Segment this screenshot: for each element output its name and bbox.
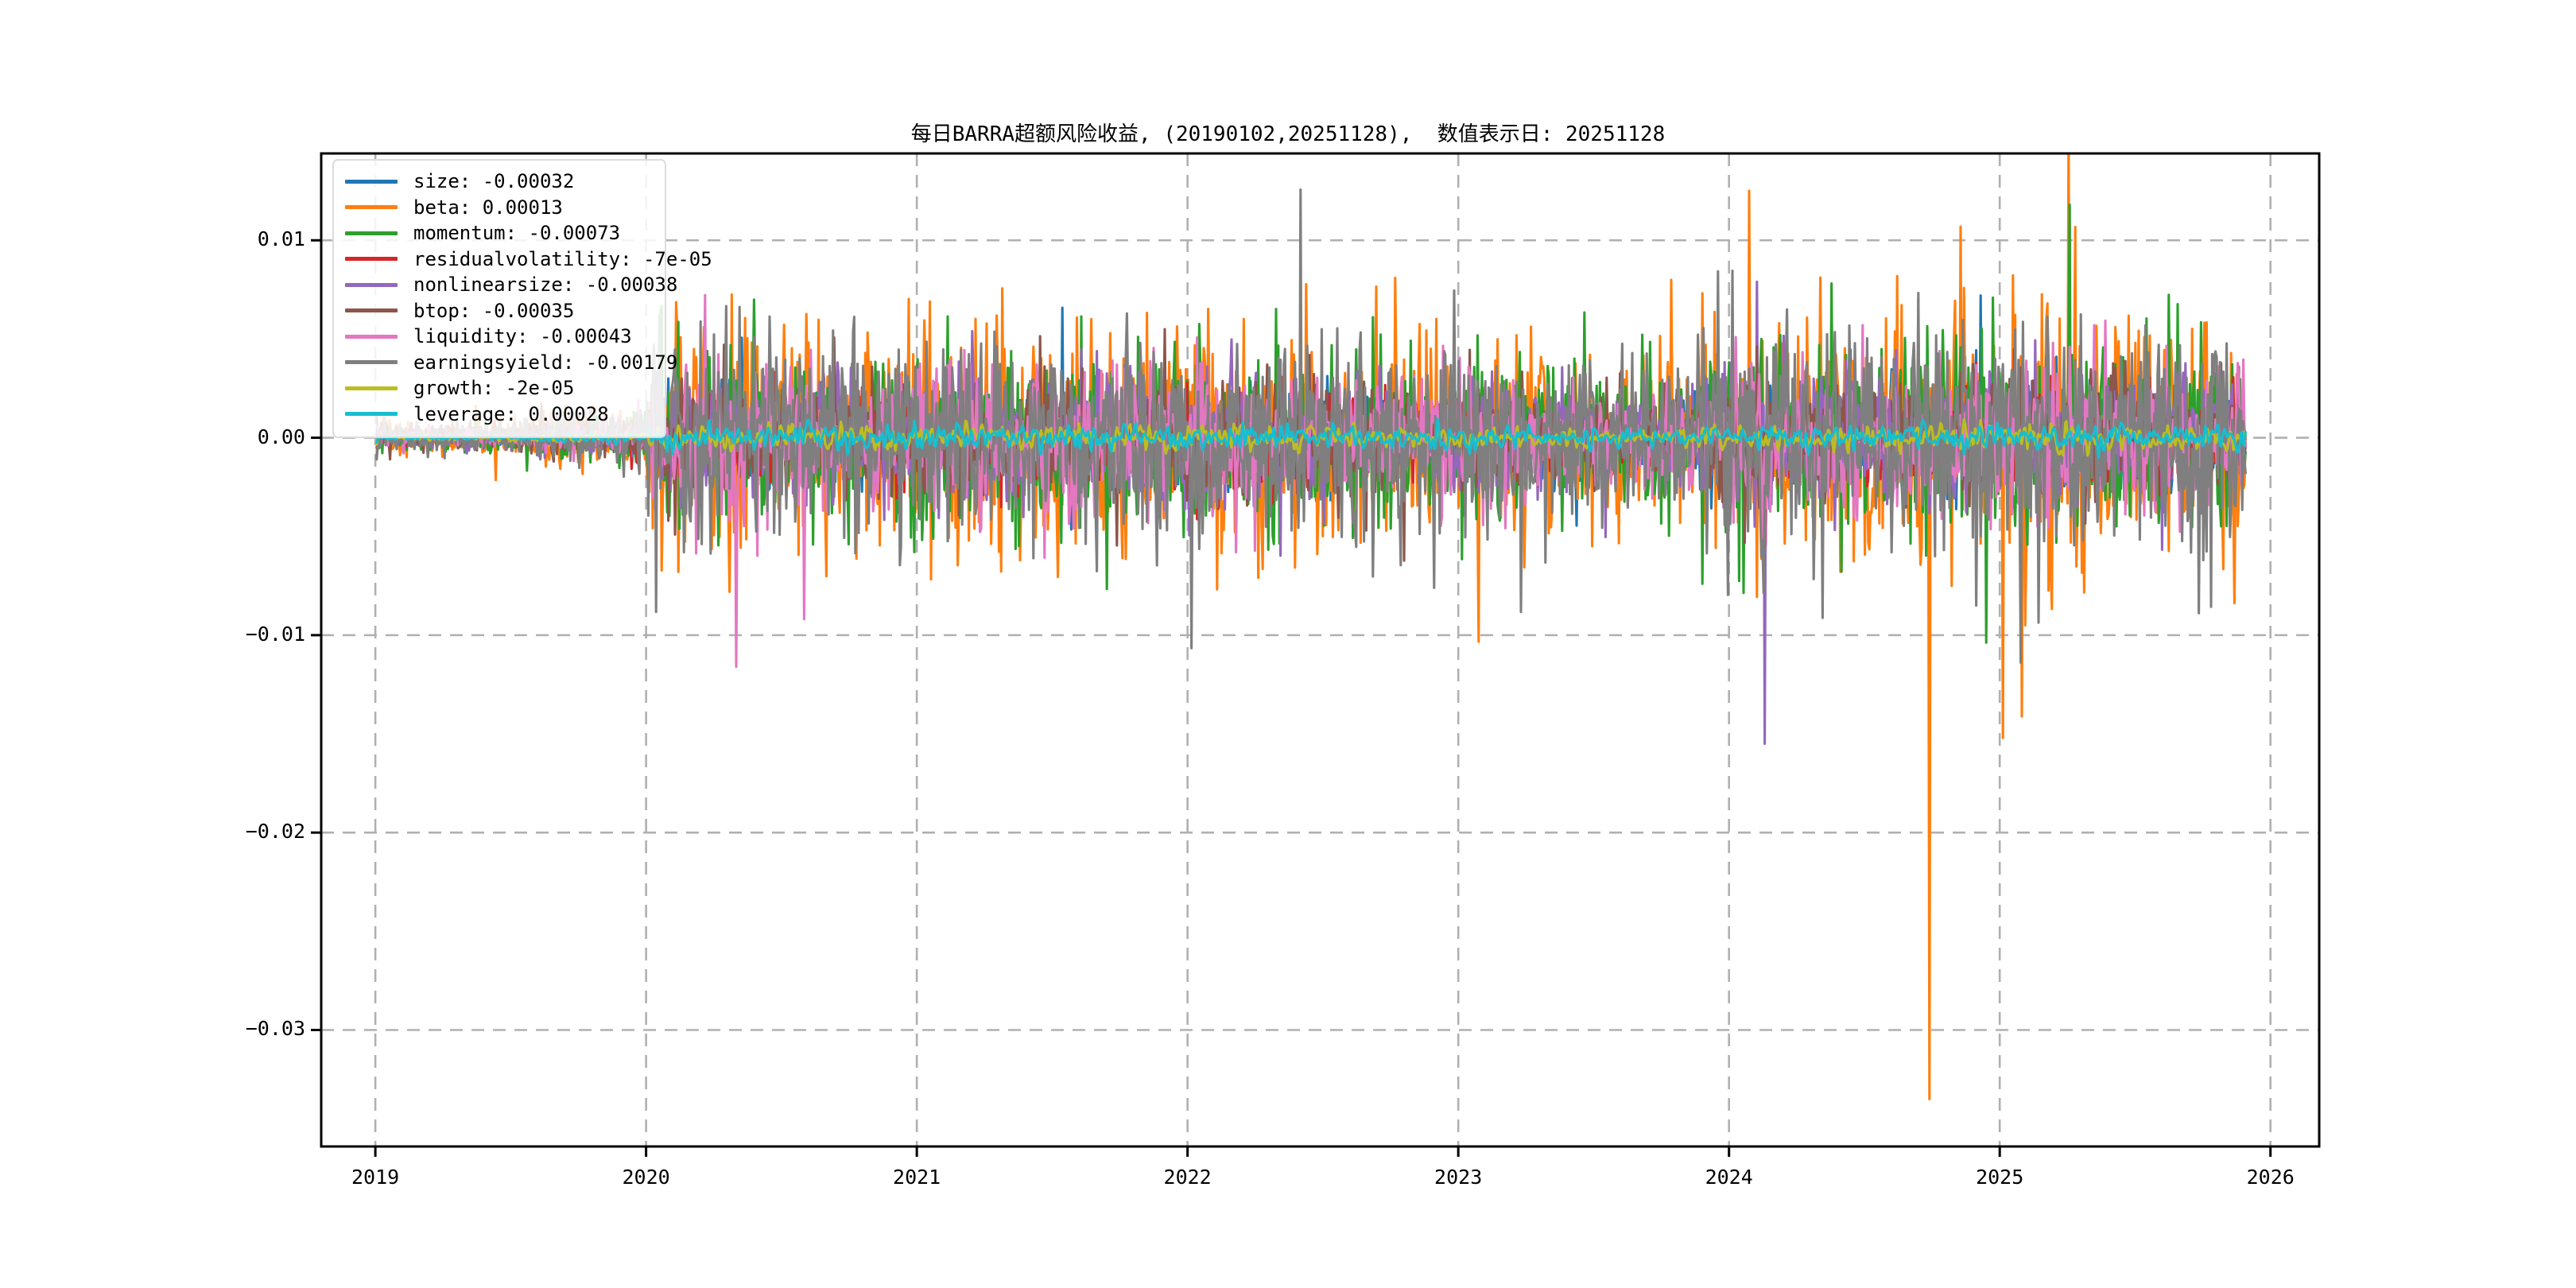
- legend-label-momentum: momentum: -0.00073: [413, 222, 621, 245]
- legend-label-size: size: -0.00032: [413, 170, 575, 193]
- legend-color-swatch-liquidity: [345, 334, 398, 339]
- series-lines: [375, 153, 2247, 1100]
- legend-color-swatch-btop: [345, 308, 398, 313]
- x-tick-label: 2020: [622, 1166, 670, 1189]
- chart-title: 每日BARRA超额风险收益, (20190102,20251128), 数值表示…: [910, 122, 1666, 146]
- legend-label-leverage: leverage: 0.00028: [413, 402, 609, 425]
- x-tick-label: 2023: [1434, 1166, 1483, 1189]
- legend-item-beta[interactable]: beta: 0.00013: [345, 195, 655, 221]
- y-tick-label: −0.01: [245, 622, 305, 646]
- legend-color-swatch-momentum: [345, 231, 398, 235]
- x-tick-label: 2019: [351, 1166, 400, 1189]
- legend-item-growth[interactable]: growth: -2e-05: [345, 375, 655, 402]
- legend-label-btop: btop: -0.00035: [413, 299, 575, 322]
- legend-color-swatch-growth: [345, 386, 398, 390]
- legend-color-swatch-earningsyield: [345, 360, 398, 365]
- legend-item-nonlinearsize[interactable]: nonlinearsize: -0.00038: [345, 272, 677, 298]
- x-tick-label: 2024: [1705, 1166, 1753, 1189]
- legend-item-momentum[interactable]: momentum: -0.00073: [345, 220, 655, 246]
- legend-label-liquidity: liquidity: -0.00043: [413, 325, 632, 348]
- legend-color-swatch-beta: [345, 205, 398, 210]
- x-tick-label: 2021: [893, 1166, 941, 1189]
- legend-color-swatch-nonlinearsize: [345, 282, 398, 287]
- x-tick-label: 2022: [1163, 1166, 1212, 1189]
- axes-frame: [320, 152, 2321, 1148]
- legend-item-earningsyield[interactable]: earningsyield: -0.00179: [345, 350, 677, 376]
- y-tick-label: 0.00: [257, 425, 305, 448]
- legend-item-liquidity[interactable]: liquidity: -0.00043: [345, 324, 655, 350]
- y-tick-label: 0.01: [257, 227, 305, 251]
- legend-label-earningsyield: earningsyield: -0.00179: [413, 351, 678, 374]
- legend-label-nonlinearsize: nonlinearsize: -0.00038: [413, 274, 678, 297]
- y-tick-label: −0.02: [245, 820, 305, 844]
- legend-label-growth: growth: -2e-05: [413, 377, 575, 400]
- legend-item-btop[interactable]: btop: -0.00035: [345, 298, 655, 324]
- legend[interactable]: size: -0.00032 beta: 0.00013 momentum: -0.…: [332, 159, 712, 438]
- y-tick-label: −0.03: [245, 1017, 305, 1041]
- legend-item-residualvolatility[interactable]: residualvolatility: -7e-05: [345, 246, 712, 273]
- legend-label-beta: beta: 0.00013: [413, 196, 563, 219]
- legend-color-swatch-leverage: [345, 412, 398, 417]
- legend-color-swatch-size: [345, 179, 398, 184]
- x-tick-label: 2026: [2246, 1166, 2295, 1189]
- legend-item-size[interactable]: size: -0.00032: [345, 169, 655, 195]
- x-tick-label: 2025: [1976, 1166, 2024, 1189]
- legend-item-leverage[interactable]: leverage: 0.00028: [345, 402, 655, 428]
- axis-ticks: [311, 239, 2272, 1157]
- legend-label-residualvolatility: residualvolatility: -7e-05: [413, 247, 712, 270]
- legend-color-swatch-residualvolatility: [345, 257, 398, 262]
